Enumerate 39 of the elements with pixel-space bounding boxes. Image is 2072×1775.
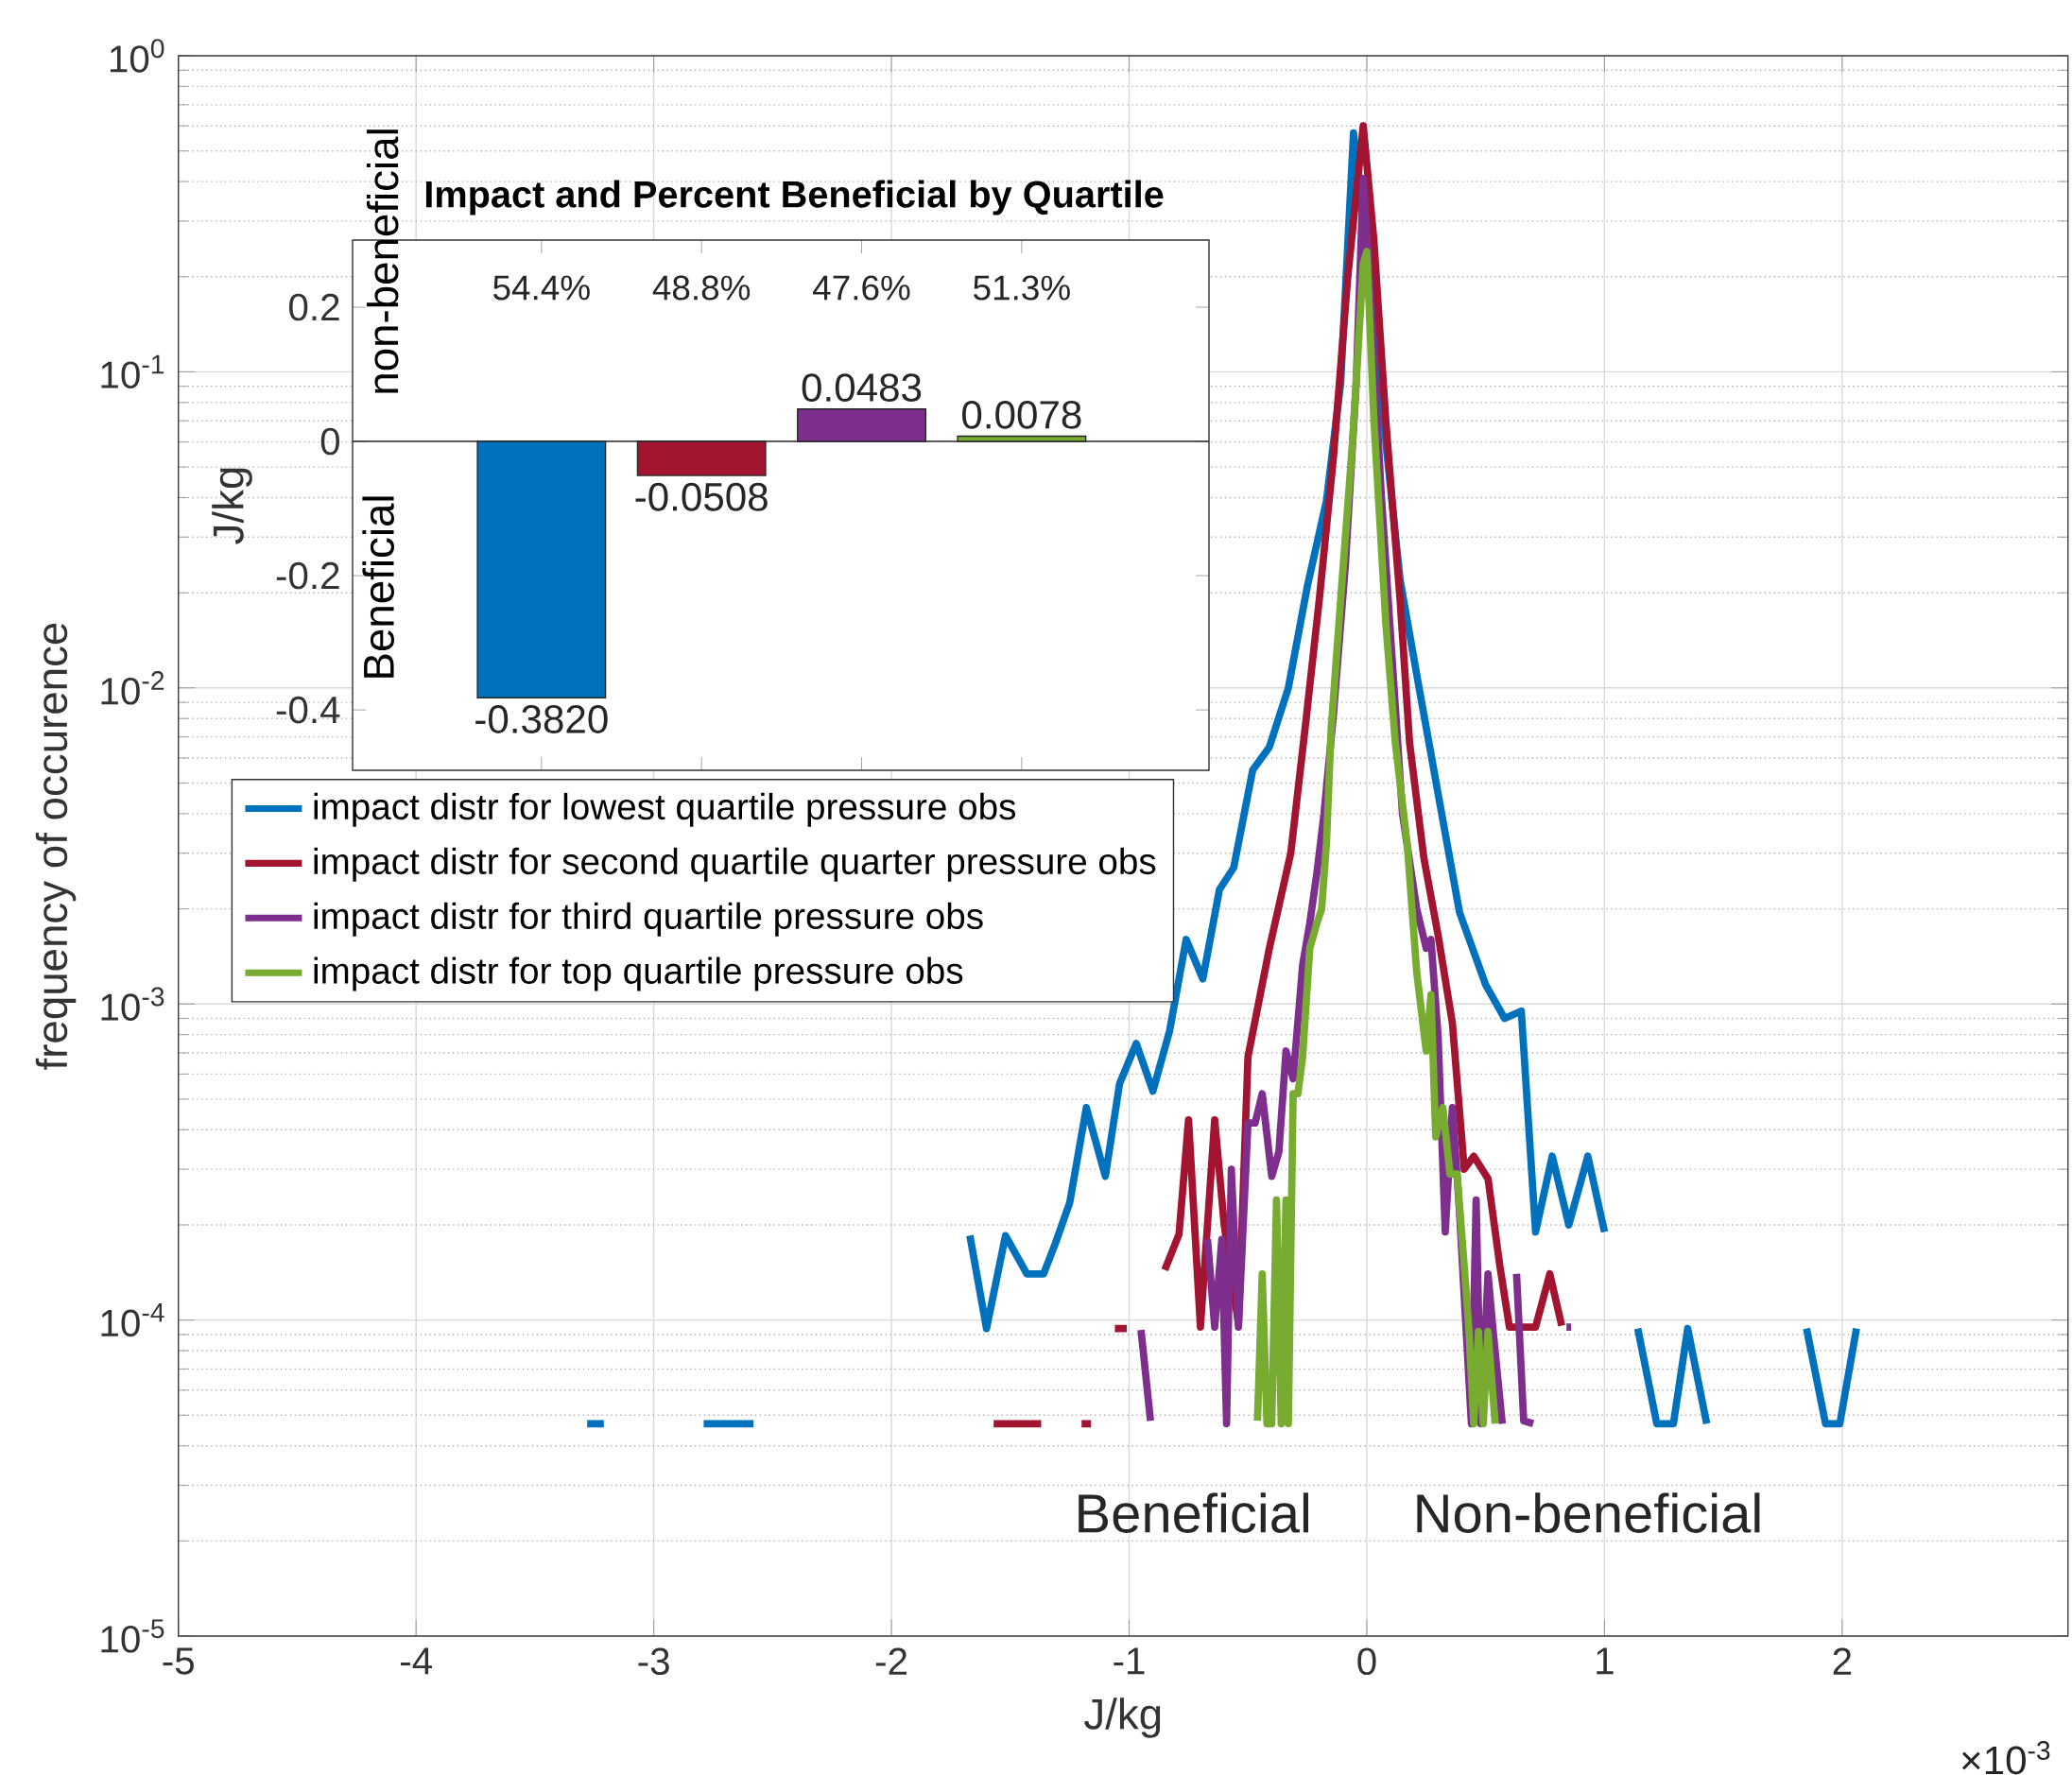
y-tick-label: -0.4 [276,696,340,724]
y-tick-label: 10$^{-2}$ [101,671,164,705]
x-tick-label: -2 [875,1647,906,1675]
x-tick-label: 0 [1357,1647,1376,1676]
annotation: Beneficial [362,496,394,678]
annotation: 48.8% [652,275,751,301]
y-tick-label: 10$^{0}$ [110,39,164,73]
x-axis-title: J/kg [1084,1697,1161,1738]
annotation: Non-beneficial [1417,1492,1760,1533]
x-tick-label: 2 [1833,1647,1852,1675]
y-axis-title: J/kg [212,468,252,544]
text: ×10$^{-3}$ [1961,1741,2050,1775]
annotation: 47.6% [813,275,910,301]
y-tick-label: 0.2 [289,293,339,321]
annotation: non-beneficial [366,129,399,393]
data-label: 0.0483 [802,373,922,402]
legend-label: impact distr for third quartile pressure obs [314,902,983,937]
y-tick-label: 10$^{-1}$ [101,354,164,388]
data-label: 0.0078 [962,400,1081,429]
x-tick-label: -1 [1114,1647,1145,1675]
legend-label: impact distr for top quartile pressure obs [314,956,963,991]
y-tick-label: -0.2 [276,561,339,590]
y-axis-title: frequency of occurence [35,623,77,1070]
annotation: 51.3% [974,275,1070,301]
x-tick-label: -3 [638,1647,669,1676]
y-tick-label: 10$^{-3}$ [101,987,164,1021]
x-tick-label: -4 [401,1647,432,1675]
annotation: 54.4% [493,275,590,301]
data-label: -0.3820 [475,705,608,733]
y-tick-label: 0 [320,427,339,456]
legend-label: impact distr for lowest quartile pressure obs [314,792,1016,827]
chart-title: Impact and Percent Beneficial by Quartile [425,180,1164,215]
x-tick-label: 1 [1597,1647,1614,1675]
legend-label: impact distr for second quartile quarter pressure obs [314,847,1156,882]
annotation: Beneficial [1079,1492,1308,1533]
y-tick-label: 10$^{-5}$ [101,1619,164,1653]
data-label: -0.0508 [635,482,768,511]
y-tick-label: 10$^{-4}$ [101,1303,164,1337]
x-tick-label: -5 [163,1647,194,1675]
